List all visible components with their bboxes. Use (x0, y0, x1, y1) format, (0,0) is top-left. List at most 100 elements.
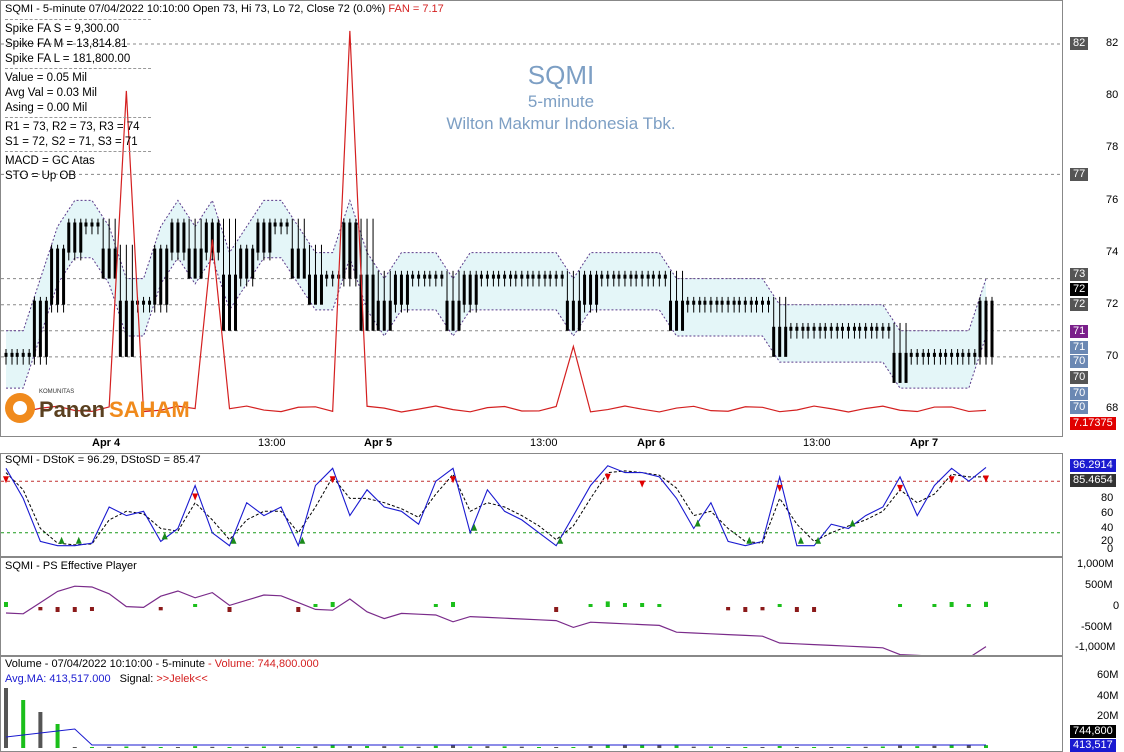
volume-bar (726, 747, 731, 748)
buy-arrow-icon (557, 536, 564, 544)
logo-mark-inner-icon (13, 401, 27, 415)
price-pane[interactable]: SQMI - 5-minute 07/04/2022 10:10:00 Open… (0, 0, 1063, 437)
volume-bar (846, 747, 851, 748)
stoch-tick: 80 (1101, 492, 1114, 504)
volume-bar (519, 746, 524, 748)
ps-tick: 1,000M (1077, 558, 1114, 570)
price-candle (675, 300, 679, 331)
price-candle (961, 352, 965, 357)
price-candle (124, 300, 128, 357)
ps-axis[interactable]: 1,000M 500M 0 -500M -1,000M (1063, 557, 1124, 656)
signal-value: >>Jelek<< (156, 673, 208, 685)
time-label: 13:00 (530, 437, 558, 449)
ps-tick: -500M (1081, 621, 1113, 633)
price-candle (634, 274, 638, 279)
macd-status: MACD = GC Atas (5, 155, 95, 167)
stoch-k-line (5, 465, 987, 548)
price-candle (709, 300, 713, 305)
time-label: 13:00 (803, 437, 831, 449)
price-candle (973, 352, 977, 357)
price-tag: 70 (1070, 355, 1089, 368)
price-candle (107, 248, 111, 279)
price-candle (319, 274, 323, 305)
spike-l: Spike FA L = 181,800.00 (5, 53, 131, 65)
price-tag: 77 (1070, 168, 1089, 181)
price-tag: 72 (1070, 298, 1089, 311)
price-tag: 70 (1070, 371, 1089, 384)
price-candle (313, 274, 317, 305)
price-candle (50, 248, 54, 305)
price-candle (784, 326, 788, 357)
price-tick: 70 (1106, 350, 1119, 362)
buy-arrow-icon (299, 536, 306, 544)
price-candle (938, 352, 942, 357)
price-candle (479, 274, 483, 279)
volume-bar (4, 688, 8, 748)
volume-bar (554, 747, 559, 748)
price-candle (62, 248, 66, 305)
ps-pane[interactable]: SQMI - PS Effective Player (0, 557, 1063, 656)
ps-sell-bar (72, 607, 77, 612)
ps-sell-bar (89, 607, 94, 611)
price-candle (703, 300, 707, 305)
sell-arrow-icon (948, 476, 955, 484)
price-candle (371, 274, 375, 331)
volume-bar (743, 747, 748, 748)
ps-title: SQMI - PS Effective Player (5, 560, 137, 572)
stoch-k-tag: 96.2914 (1070, 459, 1116, 472)
price-candle (543, 274, 547, 279)
price-candle (4, 352, 8, 357)
price-candle (417, 274, 421, 279)
price-candle (21, 352, 25, 357)
price-candle (956, 352, 960, 357)
sell-arrow-icon (776, 484, 783, 492)
ps-tick: -1,000M (1075, 641, 1116, 653)
stochastic-chart (1, 465, 1062, 548)
price-candle (846, 326, 850, 331)
volume-bar (210, 746, 215, 748)
ps-tick: 500M (1085, 579, 1113, 591)
volume-bar (657, 745, 662, 748)
price-candle (909, 352, 913, 357)
volume-pane[interactable]: Volume - 07/04/2022 10:10:00 - 5-minute … (0, 656, 1063, 752)
price-candle (503, 274, 507, 279)
price-candle (749, 300, 753, 305)
volume-bar (261, 746, 266, 748)
watermark: SQMI 5-minute Wilton Makmur Indonesia Tb… (401, 59, 721, 135)
buy-arrow-icon (849, 519, 856, 527)
price-candle (760, 300, 764, 305)
volume-bar (571, 747, 576, 748)
symbol-info: SQMI - 5-minute 07/04/2022 10:10:00 Open… (5, 3, 386, 15)
price-candle (222, 274, 226, 331)
ps-buy-bar (433, 604, 438, 607)
price-candle (715, 300, 719, 305)
time-axis[interactable]: Apr 4 13:00 Apr 5 13:00 Apr 6 13:00 Apr … (0, 437, 1063, 453)
price-candle (990, 300, 994, 357)
price-candle (663, 274, 667, 279)
price-candle (44, 300, 48, 357)
ps-buy-bar (330, 602, 335, 607)
sell-arrow-icon (983, 475, 989, 483)
price-candle (474, 274, 478, 305)
stochastic-pane[interactable]: SQMI - DStoK = 96.29, DStoSD = 85.47 (0, 453, 1063, 557)
volume-bar (588, 746, 593, 748)
volume-bar (107, 746, 112, 748)
price-candle (772, 326, 776, 357)
volume-bar (244, 746, 249, 748)
volume-bar (863, 746, 868, 748)
price-candle (571, 300, 575, 331)
price-chart (1, 30, 1062, 413)
price-candle (840, 326, 844, 331)
volume-bar (794, 747, 799, 748)
price-candle (554, 274, 558, 279)
price-candle (932, 352, 936, 357)
price-candle (118, 300, 122, 357)
price-candle (657, 274, 661, 279)
price-candle (520, 274, 524, 279)
volume-bar (451, 745, 456, 748)
price-candle (829, 326, 833, 331)
price-candle (835, 326, 839, 331)
ps-buy-bar (898, 604, 903, 607)
price-candle (921, 352, 925, 357)
ps-buy-bar (605, 601, 610, 607)
